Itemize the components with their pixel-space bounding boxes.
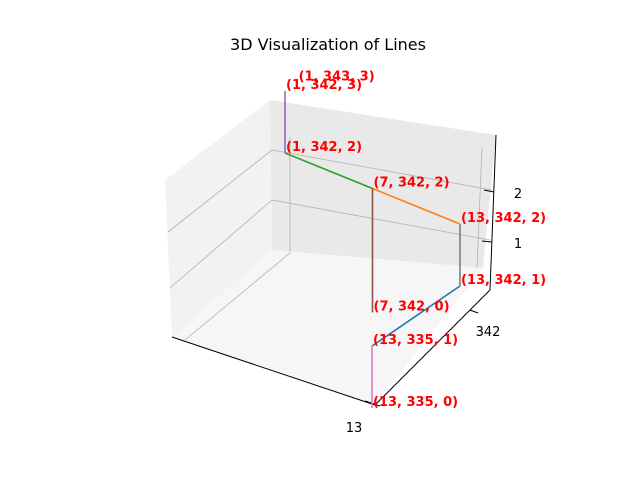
point-label: (7, 342, 0) — [374, 300, 450, 315]
point-label: (13, 335, 1) — [373, 333, 458, 348]
point-label: (13, 335, 0) — [373, 395, 458, 410]
z-axis-line — [489, 134, 497, 291]
z-tick-mark — [483, 189, 495, 193]
grid-line — [271, 149, 493, 191]
y-tick-mark — [469, 309, 479, 314]
z-tick-label: 2 — [514, 187, 522, 202]
grid-line — [476, 147, 483, 269]
grid-line — [169, 199, 273, 289]
axes-panes — [165, 100, 496, 405]
point-label: (13, 342, 1) — [461, 273, 546, 288]
series-line-0 — [371, 285, 461, 347]
series-layer — [284, 91, 461, 408]
grid-lines — [167, 137, 493, 341]
point-label: (1, 342, 3) — [286, 78, 362, 93]
z-tick-mark — [481, 240, 493, 243]
point-labels: (1, 343, 3)(1, 342, 3) (1, 342, 2) (7, 342… — [286, 69, 546, 410]
grid-line — [167, 149, 273, 233]
grid-line — [184, 252, 291, 341]
back-pane — [270, 100, 496, 268]
point-label: (1, 342, 2) — [286, 140, 362, 155]
series-line-2 — [284, 152, 373, 190]
y-tick-label: 342 — [476, 325, 501, 340]
x-tick-label: 13 — [346, 421, 363, 436]
z-tick-label: 1 — [514, 237, 522, 252]
chart-title: 3D Visualization of Lines — [230, 35, 426, 54]
axis-lines — [171, 134, 497, 407]
point-label: (13, 342, 2) — [461, 211, 546, 226]
series-line-1 — [372, 187, 461, 225]
y-axis-line — [374, 289, 491, 406]
grid-line — [271, 199, 491, 241]
left-pane — [165, 100, 272, 337]
x-axis-line — [171, 336, 376, 406]
point-label: (7, 342, 2) — [374, 176, 450, 191]
floor-pane — [172, 250, 483, 405]
point-label: (1, 343, 3) — [299, 69, 375, 84]
